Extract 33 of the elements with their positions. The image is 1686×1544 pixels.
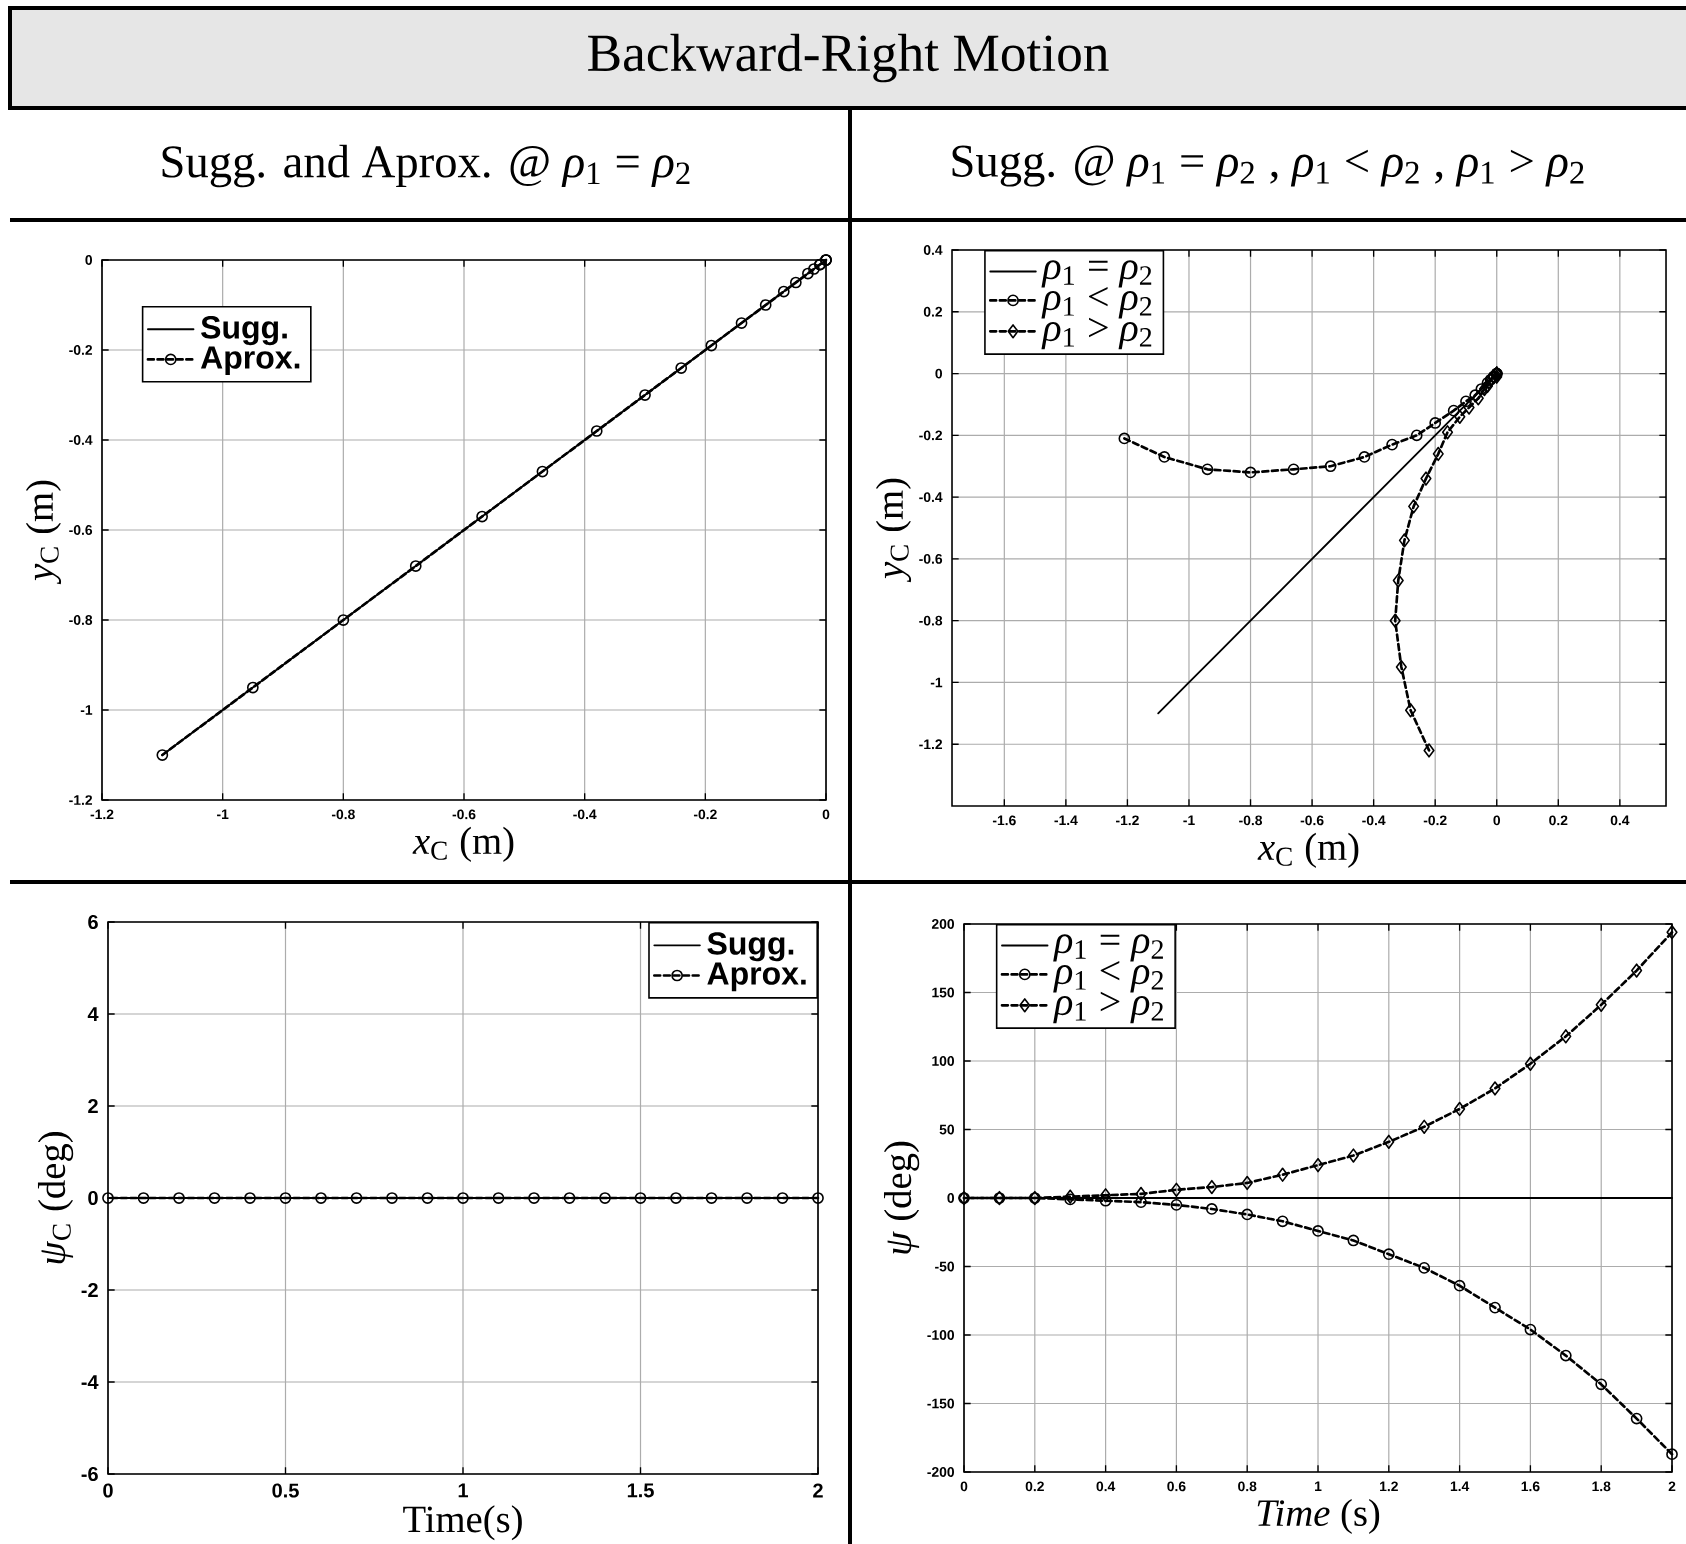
legend-label: ρ$_{1}$ > ρ$_{2}$ [1053, 991, 1163, 1024]
x-axis-title: Time (s) [1257, 1498, 1380, 1534]
legend-label: ρ$_{1}$ > ρ$_{2}$ [1041, 317, 1152, 350]
y-tick-label: -2 [81, 1283, 98, 1297]
legend-label: ρ$_{1}$ = ρ$_{2}$ [1041, 260, 1152, 288]
legend-label: ρ$_{1}$ = ρ$_{2}$ [1053, 934, 1163, 962]
x-axis-title: x$_{C}$ (m) [1257, 832, 1359, 868]
legend-label: Sugg. [707, 932, 794, 962]
legend-label: Aprox. [200, 346, 300, 376]
chart-subtitle: Sugg. and Aprox. @ ρ$_{1}$ = ρ$_{2}$ [162, 144, 690, 188]
x-axis-title: Time(s) [403, 1505, 522, 1541]
y-tick-label: -6 [81, 1466, 98, 1482]
x-tick-label: 1.5 [627, 1483, 654, 1498]
legend-label: ρ$_{1}$ < ρ$_{2}$ [1053, 960, 1163, 993]
x-tick-label: 0 [103, 1483, 113, 1498]
x-tick-label: 0.5 [272, 1483, 299, 1498]
y-tick-label: 2 [88, 1099, 98, 1113]
y-axis-title: y$_{C}$ (m) [25, 480, 62, 585]
chart-title: Backward-Right Motion [588, 33, 1109, 83]
y-tick-label: 0 [88, 1190, 98, 1206]
y-tick-label: 6 [88, 914, 98, 930]
legend-label: Aprox. [707, 962, 806, 992]
y-axis-title: ψ$_{C}$ (deg) [37, 1132, 74, 1264]
x-tick-label: 1 [458, 1483, 469, 1498]
legend-label: Sugg. [201, 316, 287, 346]
y-tick-label: -4 [81, 1375, 99, 1389]
x-axis-title: x$_{C}$ (m) [412, 826, 514, 862]
legend-label: ρ$_{1}$ < ρ$_{2}$ [1041, 286, 1152, 319]
y-tick-label: 4 [87, 1007, 99, 1021]
y-axis-title: y$_{C}$ (m) [875, 478, 912, 583]
x-tick-label: 2 [813, 1483, 823, 1498]
text: Sugg. @ ρ$_{1}$ = ρ$_{2}$ , ρ$_{1}$ < ρ$_{2}$ , ρ$_{1}$ > ρ$_{2}$ [952, 145, 1584, 187]
y-axis-title: ψ (deg) [883, 1141, 920, 1254]
